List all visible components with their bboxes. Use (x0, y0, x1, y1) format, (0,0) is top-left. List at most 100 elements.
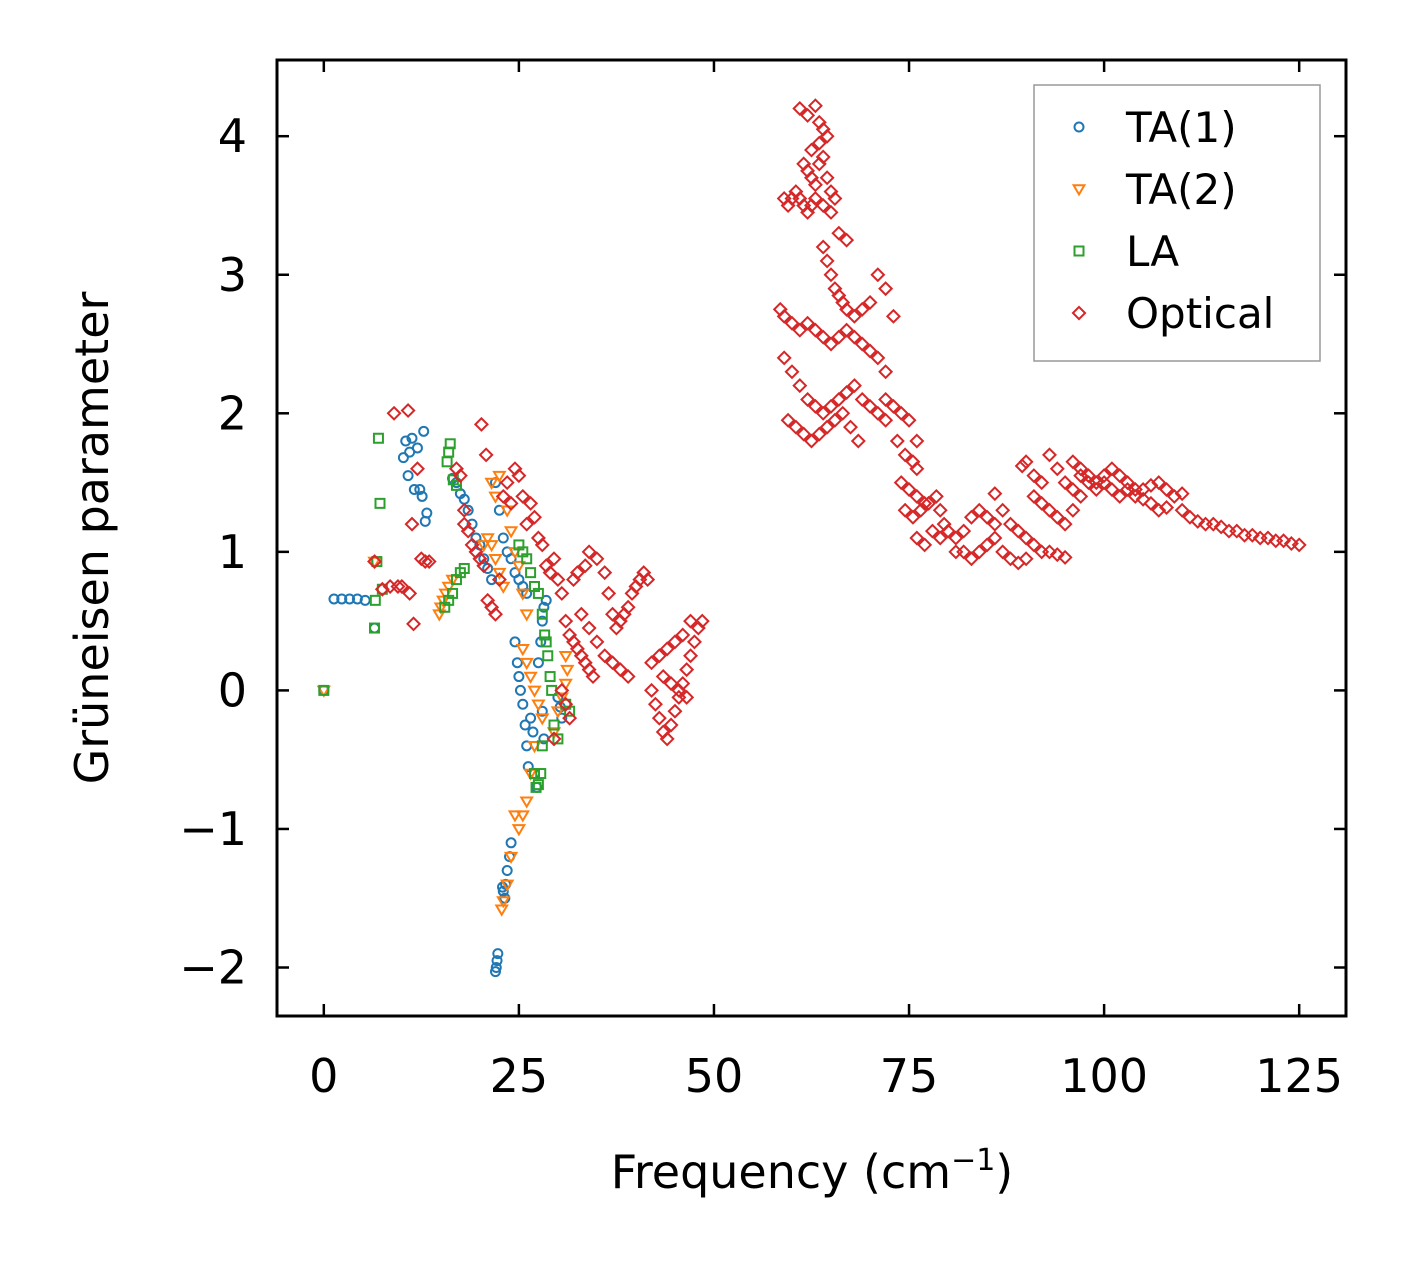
data-point (1174, 502, 1190, 518)
data-point (513, 671, 525, 683)
data-point (519, 609, 534, 622)
data-point (909, 461, 925, 477)
data-point (827, 191, 843, 207)
data-point (452, 468, 468, 484)
data-point (800, 315, 816, 331)
data-point (792, 322, 808, 338)
data-point (1041, 544, 1057, 560)
data-point (515, 588, 530, 601)
data-point (1034, 475, 1050, 491)
data-point (823, 336, 839, 352)
data-point (527, 509, 542, 525)
data-point (509, 636, 521, 648)
data-point (490, 962, 502, 974)
data-point (494, 904, 509, 917)
data-point (1026, 537, 1042, 553)
data-point (486, 574, 498, 586)
data-point (473, 416, 489, 432)
data-point (536, 705, 548, 717)
data-point (784, 364, 800, 380)
data-point (535, 713, 550, 726)
x-tick-label: 50 (685, 1049, 744, 1103)
data-point (536, 740, 548, 752)
data-point (815, 149, 831, 165)
data-point (1229, 523, 1245, 539)
data-point (456, 502, 472, 518)
data-point (901, 482, 917, 497)
data-point (913, 502, 929, 518)
data-point (932, 502, 948, 518)
data-point (369, 622, 381, 634)
data-point (1010, 523, 1026, 539)
data-point (605, 606, 621, 622)
data-point (517, 698, 529, 710)
data-point (351, 593, 363, 605)
data-point (532, 779, 544, 791)
y-tick-label: −2 (179, 941, 247, 995)
data-point (1002, 551, 1018, 567)
data-point (444, 438, 456, 450)
data-point (1002, 516, 1018, 532)
data-point (1112, 488, 1128, 504)
data-point (411, 442, 423, 454)
data-point (497, 532, 509, 544)
data-point (484, 540, 499, 553)
data-point (597, 565, 613, 581)
x-tick-label: 125 (1255, 1049, 1343, 1103)
data-point (460, 523, 476, 539)
data-point (917, 537, 933, 553)
x-tick-label: 75 (880, 1049, 939, 1103)
data-point (647, 696, 663, 712)
data-point (878, 412, 894, 428)
y-tick-label: 3 (218, 248, 247, 302)
data-point (686, 634, 702, 650)
data-point (558, 613, 574, 629)
data-point (534, 537, 550, 553)
data-point (815, 405, 831, 421)
data-point (667, 703, 683, 719)
data-point (1151, 502, 1167, 518)
data-point (601, 585, 617, 601)
data-point (963, 509, 979, 525)
data-point (667, 634, 683, 650)
data-point (815, 197, 831, 213)
data-point (441, 581, 456, 594)
data-point (776, 308, 792, 324)
data-point (397, 452, 409, 464)
data-point (569, 565, 585, 581)
data-point (995, 502, 1011, 518)
data-point (505, 553, 517, 565)
data-point (897, 502, 913, 518)
data-point (839, 385, 855, 401)
x-axis-label: Frequency (cm−1) (611, 1143, 1014, 1199)
data-point (1244, 527, 1260, 543)
data-point (1135, 491, 1151, 507)
data-point (659, 731, 675, 747)
data-point (538, 601, 550, 613)
data-point (336, 593, 348, 605)
data-point (804, 433, 819, 449)
data-point (511, 468, 527, 484)
data-point (940, 523, 956, 539)
data-point (1166, 488, 1182, 504)
data-point (870, 405, 886, 421)
data-point (491, 955, 503, 967)
data-point (478, 553, 490, 565)
data-point (519, 719, 531, 731)
data-point (374, 497, 386, 509)
data-point (514, 684, 526, 696)
data-point (536, 615, 548, 627)
data-point (1159, 482, 1175, 497)
data-point (924, 523, 940, 539)
data-point (885, 308, 901, 324)
data-point (554, 682, 570, 698)
legend-item: TA(1) (1073, 103, 1237, 152)
data-point (683, 648, 699, 664)
data-point (359, 594, 371, 606)
data-point (807, 191, 823, 207)
data-point (1057, 516, 1073, 532)
data-point (792, 378, 808, 394)
data-point (815, 329, 831, 345)
data-point (476, 540, 491, 553)
